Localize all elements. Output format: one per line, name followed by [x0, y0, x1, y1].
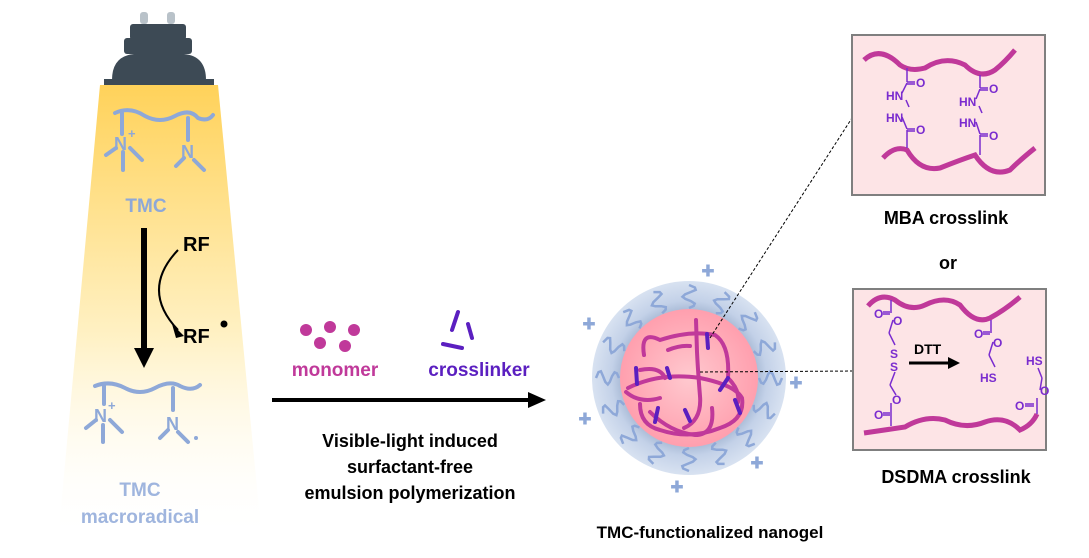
hn-atom: HN: [886, 111, 903, 125]
o-atom: O: [974, 327, 983, 341]
process-line2: surfactant-free: [347, 457, 473, 477]
dsdma-label: DSDMA crosslink: [881, 467, 1031, 487]
o-atom: O: [1015, 399, 1024, 413]
process-line1: Visible-light induced: [322, 431, 498, 451]
nanogel-illustration: + + + + + +: [578, 259, 803, 499]
crosslinker-icon: [441, 310, 474, 350]
down-arrow-icon: [134, 228, 154, 368]
curved-arrow-head-icon: [172, 324, 184, 338]
s-atom: S: [890, 360, 898, 374]
hn-atom: HN: [959, 95, 976, 109]
positive-charge: +: [790, 372, 802, 394]
zoom-connector-dsdma: [699, 370, 856, 373]
rf-label: RF: [183, 234, 210, 256]
n-atom: N: [181, 142, 194, 162]
hs-group: HS: [1026, 354, 1043, 368]
n-plus-atom: N: [94, 406, 107, 426]
mba-crosslink-panel: O HN HN O O HN HN O: [851, 34, 1046, 196]
hs-group: HS: [980, 371, 997, 385]
curved-arrow-icon: [158, 249, 179, 331]
or-label: or: [939, 253, 957, 273]
hn-atom: HN: [886, 89, 903, 103]
tmc-chain: [752, 401, 776, 420]
tmc-chain: [602, 336, 626, 355]
positive-charge: +: [579, 408, 591, 430]
o-atom: O: [989, 129, 998, 143]
rf-radical-label: RF: [183, 326, 210, 348]
macroradical-label-line2: macroradical: [81, 507, 199, 528]
dsdma-crosslink-panel: O O S S O O O O HS HS O O DTT: [852, 288, 1049, 451]
tmc-chain: [680, 446, 698, 473]
tmc-chain: [752, 339, 777, 357]
o-atom: O: [892, 393, 901, 407]
n-plus-atom: N: [114, 134, 127, 154]
tmc-chain: [710, 441, 728, 466]
tmc-chain: [738, 311, 759, 332]
lamp-icon: [58, 12, 262, 540]
positive-charge: +: [671, 476, 683, 498]
o-atom: O: [993, 336, 1002, 350]
tmc-chain: [647, 441, 666, 465]
hn-atom: HN: [959, 116, 976, 130]
tmc-structure: [104, 108, 215, 172]
mba-label: MBA crosslink: [884, 208, 1009, 228]
macroradical-label-line1: TMC: [119, 480, 160, 501]
o-atom: O: [1040, 384, 1049, 398]
plus-charge: +: [108, 398, 116, 413]
reaction-arrow-icon: [272, 392, 546, 408]
s-atom: S: [890, 347, 898, 361]
o-atom: O: [989, 82, 998, 96]
process-line3: emulsion polymerization: [304, 483, 515, 503]
tmc-chain: [680, 283, 698, 310]
tmc-chain: [619, 424, 640, 445]
o-atom: O: [916, 123, 925, 137]
tmc-chain: [594, 369, 621, 387]
zoom-connector-mba: [709, 117, 853, 339]
monomer-icon: [300, 321, 360, 352]
tmc-chain: [712, 291, 731, 315]
tmc-chain: [650, 290, 668, 315]
positive-charge: +: [702, 260, 714, 282]
dtt-label: DTT: [914, 341, 942, 357]
crosslinker-label: crosslinker: [428, 360, 530, 381]
o-atom: O: [916, 76, 925, 90]
radical-dot-icon: [194, 436, 198, 440]
positive-charge: +: [751, 452, 763, 474]
dtt-arrowhead-icon: [948, 357, 960, 369]
o-atom: O: [874, 307, 883, 321]
nanogel-label: TMC-functionalized nanogel: [597, 523, 824, 542]
tmc-label: TMC: [125, 196, 166, 217]
radical-dot-icon: [220, 320, 228, 328]
tmc-macroradical-structure: [84, 381, 202, 444]
o-atom: O: [874, 408, 883, 422]
tmc-chain: [622, 308, 643, 329]
n-atom: N: [166, 414, 179, 434]
positive-charge: +: [583, 313, 595, 335]
tmc-chain: [735, 427, 756, 448]
o-atom: O: [893, 314, 902, 328]
plus-charge: +: [128, 126, 136, 141]
monomer-label: monomer: [292, 360, 379, 381]
tmc-chain: [601, 399, 626, 417]
